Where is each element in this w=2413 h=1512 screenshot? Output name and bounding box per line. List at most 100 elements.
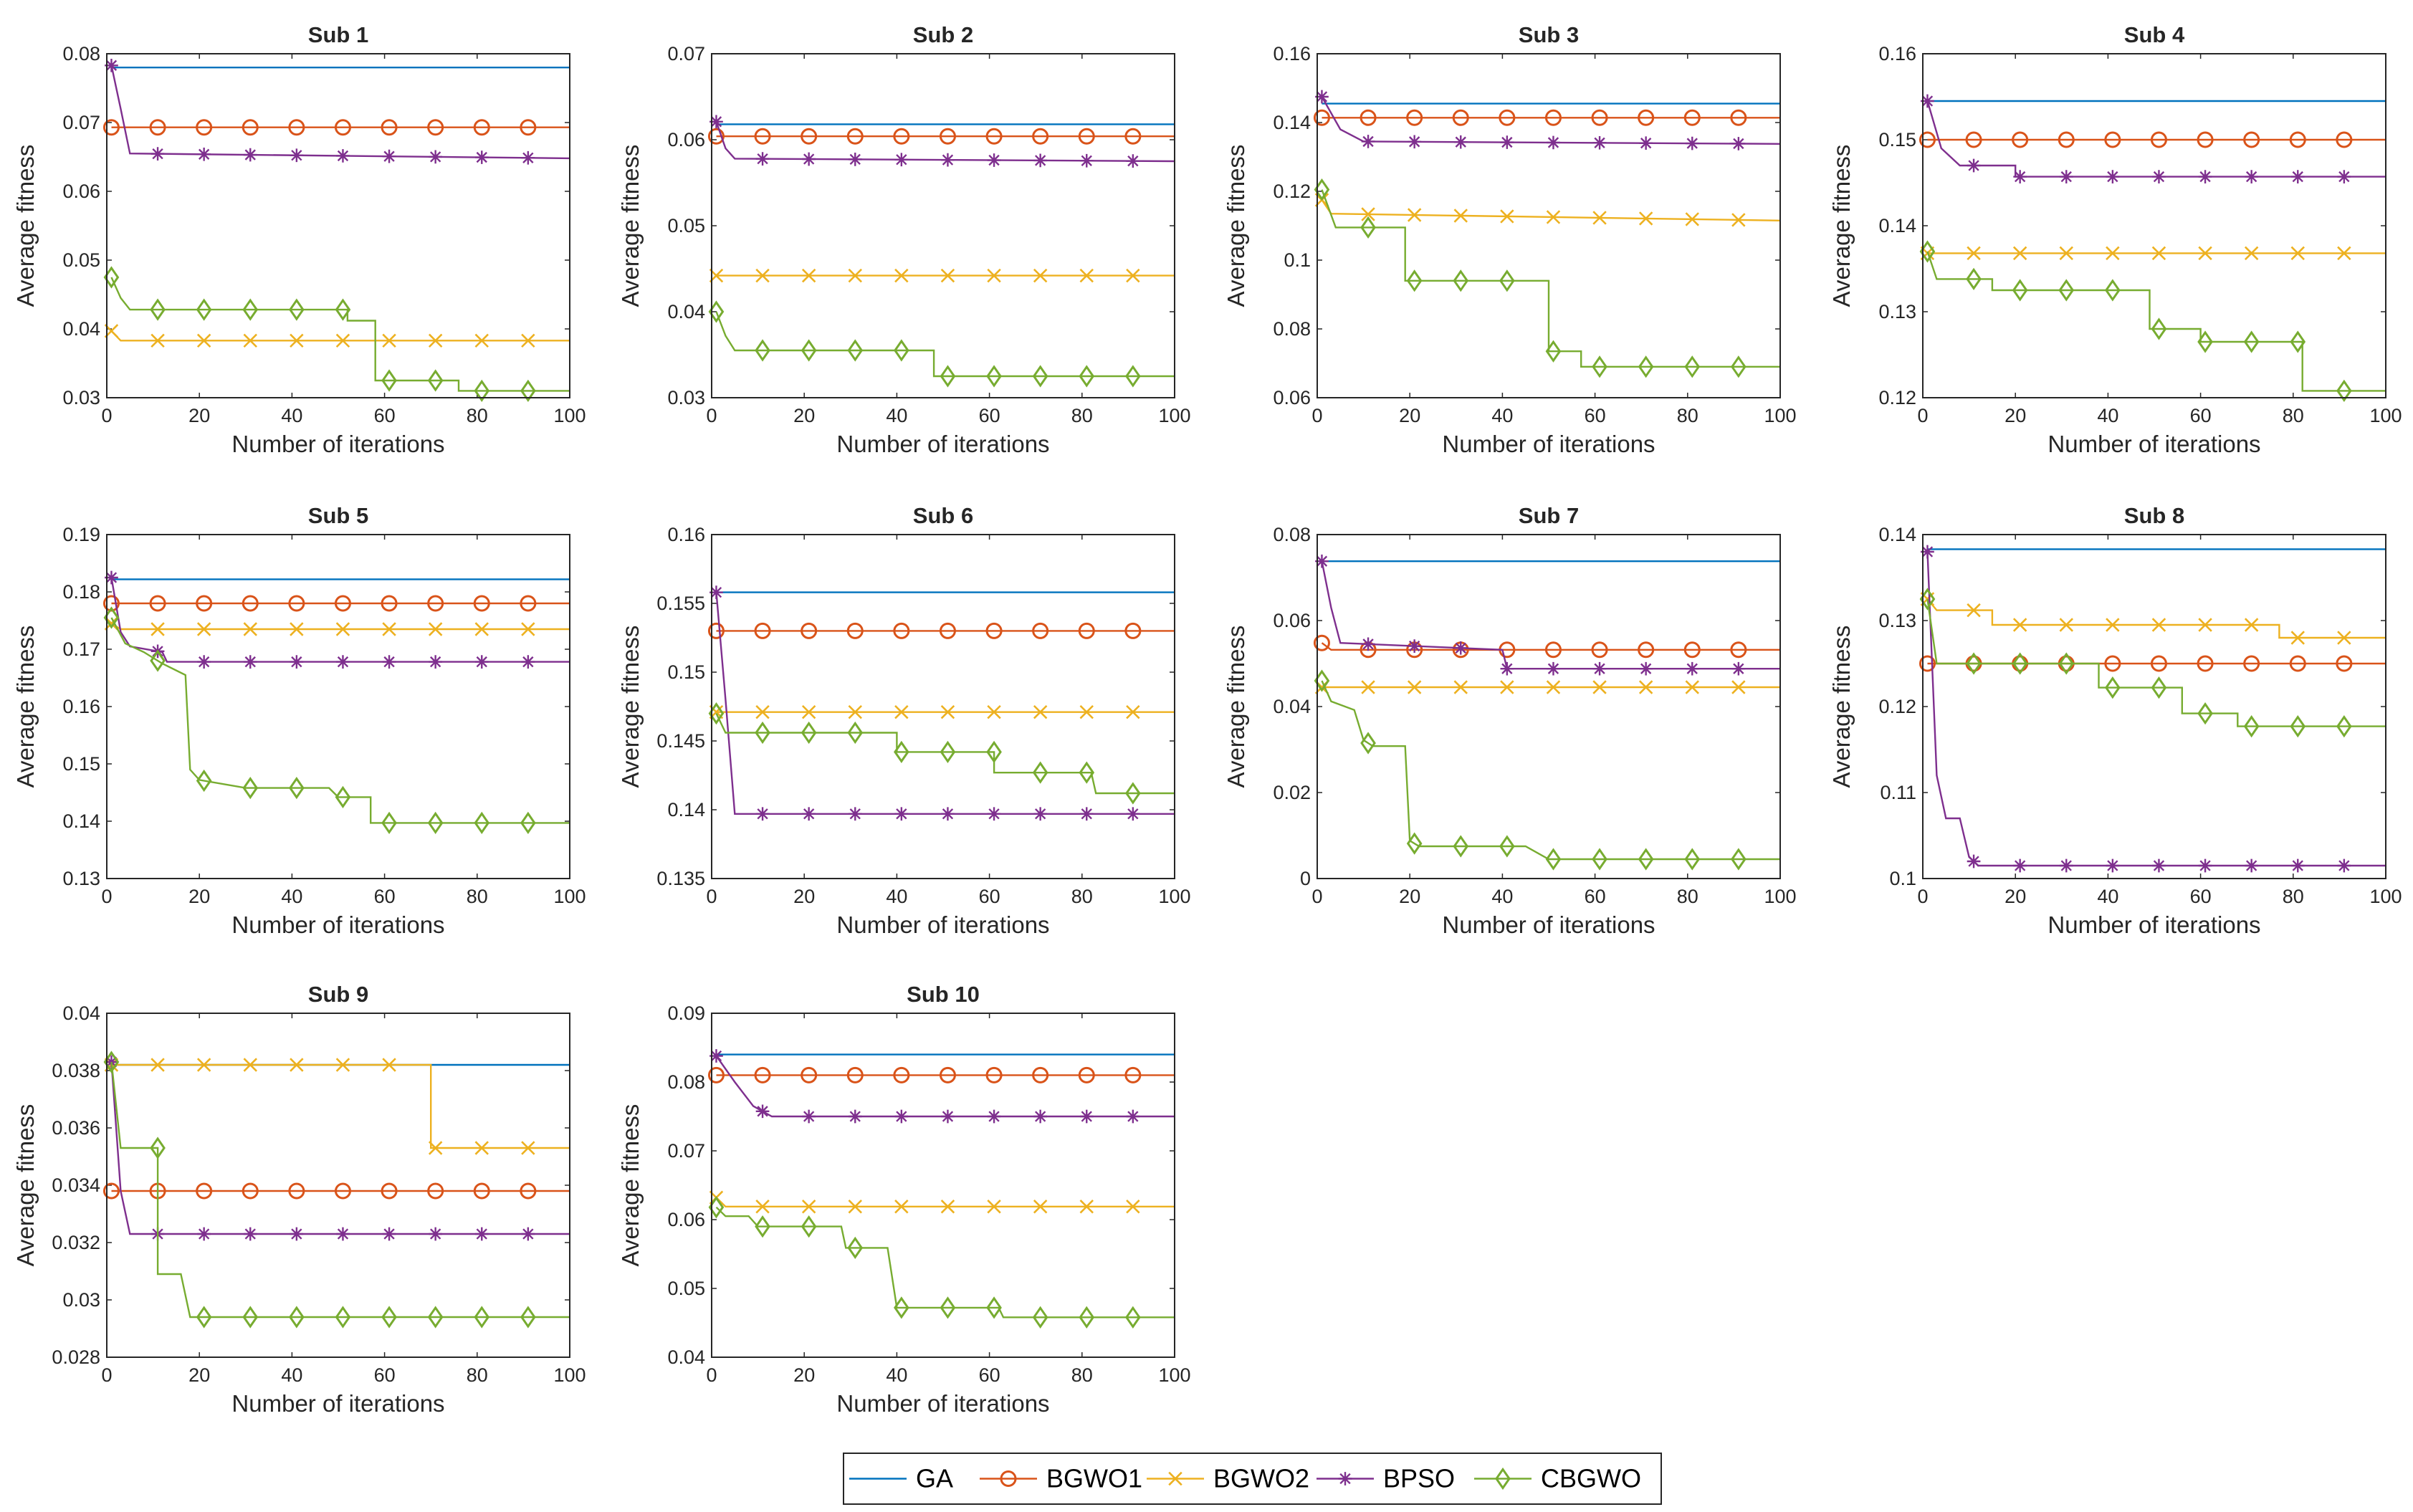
series-marker-bgwo2 [196, 622, 211, 636]
x-axis-label: Number of iterations [836, 911, 1049, 938]
series-marker-cbgwo [1966, 652, 1982, 675]
series-marker-cbgwo [2058, 652, 2075, 675]
series-marker-bgwo1 [196, 119, 213, 136]
series-marker-bpso [848, 1109, 862, 1124]
series-marker-cbgwo [1545, 848, 1562, 871]
series-marker-bgwo1 [846, 1066, 864, 1083]
series-marker-cbgwo [1079, 761, 1095, 784]
panel-title: Sub 6 [913, 503, 973, 528]
series-marker-bgwo1 [939, 128, 956, 145]
series-marker-bpso [2198, 858, 2212, 873]
series-marker-bpso [2059, 858, 2073, 873]
series-marker-bgwo1 [2243, 131, 2260, 148]
y-tick-label: 0.14 [1878, 524, 1916, 545]
series-marker-bgwo1 [2150, 655, 2167, 672]
panel-title: Sub 4 [2124, 22, 2185, 47]
series-marker-bgwo2 [2244, 246, 2259, 261]
x-axis-label: Number of iterations [1442, 431, 1655, 457]
series-marker-bpso [755, 1104, 770, 1119]
series-marker-bgwo2 [2290, 631, 2305, 645]
y-tick-label: 0.15 [62, 753, 100, 775]
x-tick-label: 80 [1677, 405, 1698, 426]
series-marker-bgwo1 [520, 595, 537, 612]
series-marker-bpso [2152, 170, 2166, 183]
series-marker-bgwo2 [1033, 268, 1048, 283]
series-marker-bgwo1 [985, 622, 1003, 639]
subplot-panel: Sub 8 0 20 40 60 80 100 0.1 0.11 0.12 0.13 0.14 Numb… [1828, 503, 2402, 938]
series-marker-bgwo1 [893, 622, 910, 639]
y-tick-label: 0.16 [667, 524, 705, 545]
y-tick-label: 0.04 [667, 301, 705, 322]
subplot-panel: Sub 2 0 20 40 60 80 100 0.03 0.04 0.05 0.06 0.07 Num… [617, 22, 1191, 457]
series-marker-cbgwo [196, 769, 212, 793]
y-tick-label: 0.04 [62, 318, 100, 340]
series-marker-bgwo2 [801, 268, 816, 283]
series-marker-bgwo2 [755, 268, 770, 283]
series-line-cbgwo [1321, 189, 1780, 368]
y-tick-label: 0.13 [1878, 610, 1916, 631]
series-marker-bgwo2 [521, 333, 535, 348]
series-marker-cbgwo [242, 776, 259, 800]
subplot-panel: Sub 9 0 20 40 60 80 100 0.028 0.03 0.032 0.034 0.03… [12, 982, 586, 1417]
x-axis-label: Number of iterations [1442, 911, 1655, 938]
series-marker-bpso [474, 1227, 489, 1241]
x-axis-label: Number of iterations [231, 1390, 444, 1417]
series-marker-bgwo1 [1032, 128, 1049, 145]
series-marker-bgwo1 [149, 119, 166, 136]
series-marker-bgwo1 [288, 595, 305, 612]
series-marker-bpso [1126, 1109, 1140, 1124]
series-marker-cbgwo [196, 298, 212, 321]
x-tick-label: 40 [281, 1364, 302, 1386]
series-marker-bgwo1 [520, 119, 537, 136]
subplot-panel: Sub 3 0 20 40 60 80 100 0.06 0.08 0.1 0.12 0.14 0.16… [1223, 22, 1797, 457]
axes-box [106, 534, 570, 879]
series-marker-bgwo2 [848, 268, 862, 283]
series-marker-bgwo2 [1126, 1200, 1140, 1214]
series-marker-bpso [1315, 90, 1329, 104]
series-marker-cbgwo [289, 298, 305, 321]
series-marker-bgwo1 [2336, 131, 2353, 148]
series-marker-bpso [802, 807, 816, 821]
series-line-bpso [110, 1061, 570, 1235]
series-marker-bpso [987, 1109, 1001, 1124]
series-marker-bpso [1033, 153, 1048, 168]
series-marker-cbgwo [1125, 1306, 1141, 1329]
series-marker-cbgwo [1032, 1306, 1048, 1329]
series-marker-bgwo1 [1032, 1066, 1049, 1083]
series-marker-bgwo1 [427, 1182, 444, 1200]
series-marker-cbgwo [2243, 714, 2260, 738]
series-marker-bgwo2 [1079, 268, 1094, 283]
series-marker-bgwo2 [1361, 207, 1375, 221]
series-marker-bpso [1685, 661, 1699, 676]
y-tick-label: 0.17 [62, 638, 100, 660]
series-marker-bgwo1 [1591, 641, 1608, 659]
series-marker-cbgwo [1453, 835, 1469, 858]
series-marker-bgwo1 [801, 622, 818, 639]
y-tick-label: 0.034 [52, 1174, 100, 1196]
series-marker-bgwo1 [2197, 655, 2214, 672]
series-marker-bgwo2 [474, 333, 489, 348]
series-marker-bgwo2 [1407, 208, 1422, 222]
axes-box [1922, 53, 2386, 398]
series-marker-cbgwo [289, 1306, 305, 1329]
series-marker-bpso [1500, 661, 1514, 676]
series-marker-cbgwo [2105, 676, 2121, 699]
y-tick-label: 0.08 [667, 1071, 705, 1093]
axes-box [106, 53, 570, 398]
series-marker-cbgwo [847, 1236, 864, 1259]
series-marker-bgwo1 [1124, 128, 1142, 145]
x-tick-label: 40 [281, 405, 302, 426]
series-marker-bgwo2 [2059, 618, 2073, 632]
x-tick-label: 100 [2369, 405, 2402, 426]
series-marker-bpso [2013, 858, 2027, 873]
series-marker-bpso [987, 807, 1001, 821]
series-marker-cbgwo [1360, 216, 1376, 239]
series-marker-bgwo2 [243, 1058, 257, 1072]
series-line-bpso [715, 1055, 1175, 1118]
series-marker-bgwo2 [1967, 246, 1981, 261]
series-marker-bgwo1 [801, 128, 818, 145]
subplot-panel: Sub 6 0 20 40 60 80 100 0.135 0.14 0.145 0.15 0.155… [617, 503, 1191, 938]
series-marker-bpso [2245, 170, 2259, 183]
y-tick-label: 0.036 [52, 1117, 100, 1139]
series-marker-bgwo1 [334, 595, 351, 612]
